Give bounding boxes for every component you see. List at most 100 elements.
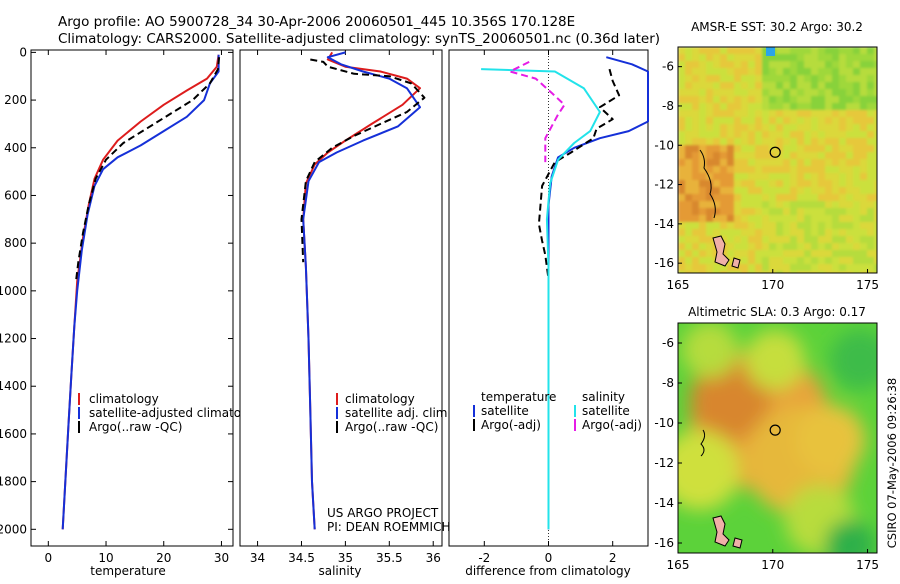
x-tick-label: -2 [478, 551, 490, 565]
sst-cell [853, 243, 860, 250]
y-tick-label: 200 [4, 93, 27, 107]
temperature-x-label: temperature [90, 564, 165, 578]
sst-cell [741, 54, 748, 61]
sst-cell [818, 215, 825, 222]
legend-title-temperature: temperature [481, 390, 556, 404]
sst-cell [720, 194, 727, 201]
sst-cell [706, 180, 713, 187]
sst-cell [874, 131, 877, 138]
sst-cell [804, 145, 811, 152]
sst-cell [853, 47, 860, 54]
sst-cell [825, 271, 832, 273]
sst-cell [776, 264, 783, 271]
sst-cell [853, 271, 860, 273]
sst-cell [748, 243, 755, 250]
sst-cell [825, 103, 832, 110]
sst-cell [825, 215, 832, 222]
difference-series [481, 56, 649, 530]
sst-cell [678, 124, 685, 131]
sst-cell [741, 47, 748, 54]
sst-cell [720, 201, 727, 208]
sst-cell [832, 103, 839, 110]
x-tick-label: 0 [545, 551, 553, 565]
sst-cell [734, 271, 741, 273]
sst-cell [727, 250, 734, 257]
sst-cell [797, 250, 804, 257]
sst-cell [678, 257, 685, 264]
sst-cell [797, 61, 804, 68]
sst-cell [825, 257, 832, 264]
sst-cell [741, 68, 748, 75]
sst-cell [699, 54, 706, 61]
sst-cell [797, 264, 804, 271]
sst-cell [825, 173, 832, 180]
sst-cell [874, 236, 877, 243]
sst-cell [853, 222, 860, 229]
sla-map-title: Altimetric SLA: 0.3 Argo: 0.17 [688, 305, 866, 319]
sst-cell [685, 54, 692, 61]
sst-cell [741, 173, 748, 180]
sst-cell [790, 110, 797, 117]
sst-cell [713, 271, 720, 273]
sst-cell [846, 159, 853, 166]
sst-cell [797, 131, 804, 138]
sst-cell [839, 222, 846, 229]
sst-cell [839, 250, 846, 257]
sst-cell [713, 264, 720, 271]
sst-cell [853, 103, 860, 110]
sst-cell [867, 236, 874, 243]
legend-label-argo: Argo(..raw -QC) [345, 420, 438, 434]
sst-cell [776, 166, 783, 173]
sst-cell [769, 215, 776, 222]
sst-cell [685, 82, 692, 89]
sst-cell [769, 166, 776, 173]
sst-cell [713, 61, 720, 68]
sst-cell [783, 222, 790, 229]
sst-cell [741, 61, 748, 68]
sst-cell [790, 103, 797, 110]
sst-cell [678, 208, 685, 215]
sst-cell [713, 229, 720, 236]
sst-cell [713, 159, 720, 166]
sst-cell [783, 166, 790, 173]
sst-cell [776, 180, 783, 187]
sst-cell [790, 152, 797, 159]
legend-title-salinity: salinity [582, 390, 625, 404]
sst-cell [706, 222, 713, 229]
sst-cell [692, 138, 699, 145]
sst-cell [685, 180, 692, 187]
sst-cell [811, 145, 818, 152]
sst-field [678, 47, 877, 273]
sst-cell [825, 117, 832, 124]
sst-cell [797, 243, 804, 250]
sst-cell [811, 124, 818, 131]
sst-cell [776, 187, 783, 194]
sst-cell [776, 159, 783, 166]
sst-map-panel: AMSR-E SST: 30.2 Argo: 30.2 165 170 175 -6 -… [654, 20, 879, 292]
sst-cell [790, 222, 797, 229]
sst-cell [748, 229, 755, 236]
sst-cell [720, 110, 727, 117]
sst-cell [678, 82, 685, 89]
sst-cell [818, 47, 825, 54]
map-y-tick-label: -8 [662, 376, 674, 390]
sst-cell [846, 236, 853, 243]
sst-cell [832, 264, 839, 271]
sst-cell [797, 68, 804, 75]
map-y-tick-label: -8 [662, 99, 674, 113]
sst-cell [867, 47, 874, 54]
sst-cell [860, 75, 867, 82]
sst-cell [706, 257, 713, 264]
sst-cell [839, 47, 846, 54]
sst-cell [762, 243, 769, 250]
sst-cell [720, 47, 727, 54]
sst-cell [811, 166, 818, 173]
sst-cell [839, 257, 846, 264]
sst-cell [825, 54, 832, 61]
sst-cell [818, 236, 825, 243]
sst-cell [741, 110, 748, 117]
sst-cell [853, 194, 860, 201]
sst-cell [874, 75, 877, 82]
salinity-axes-frame [239, 49, 443, 547]
sst-cell [860, 110, 867, 117]
